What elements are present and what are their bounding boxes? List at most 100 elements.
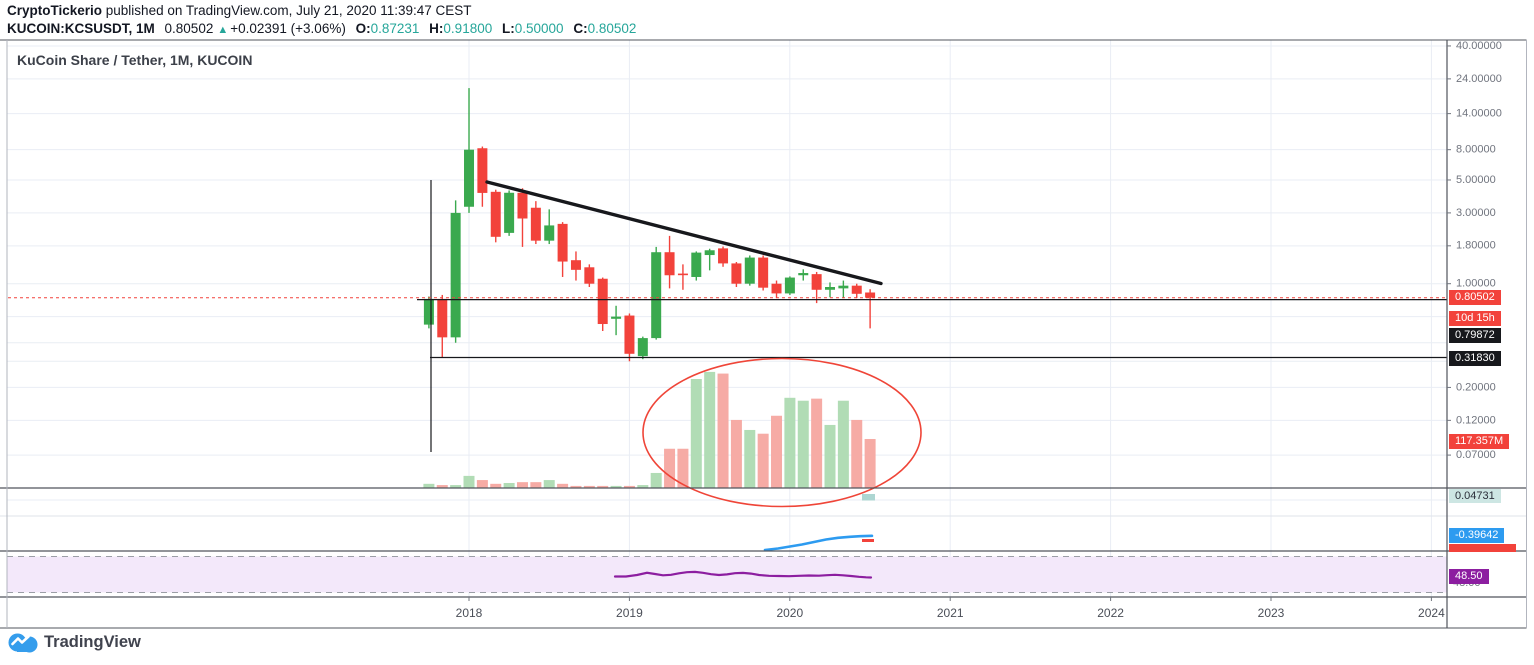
time-axis-label[interactable]: 2020 [776, 606, 803, 620]
time-axis-label[interactable]: 2021 [937, 606, 964, 620]
time-axis-label[interactable]: 2018 [456, 606, 483, 620]
time-axis-label[interactable]: 2022 [1097, 606, 1124, 620]
price-axis-label: 0.07000 [1456, 449, 1496, 461]
volume-bar [717, 373, 729, 488]
volume-bar [784, 397, 796, 488]
candle-body [570, 260, 581, 270]
volume-bar [423, 483, 435, 488]
candle-body [624, 315, 635, 354]
volume-bar [704, 371, 716, 488]
candle-body [584, 267, 595, 284]
price-axis-label: 0.20000 [1456, 381, 1496, 393]
publish-info: published on TradingView.com, July 21, 2… [102, 3, 472, 18]
close-label: C: [573, 21, 588, 36]
open-label: O: [355, 21, 371, 36]
time-axis-label[interactable]: 2023 [1258, 606, 1285, 620]
candle-body [865, 292, 876, 298]
close-value: 0.80502 [587, 21, 637, 36]
candle-body [651, 252, 662, 339]
volume-bar [516, 482, 528, 488]
ellipse-drawing[interactable] [642, 357, 922, 508]
price-axis-label: 3.00000 [1456, 207, 1496, 219]
candle-body [544, 225, 555, 241]
volume-value-badge: 117.357M [1449, 434, 1510, 449]
candle-body [758, 257, 769, 288]
volume-bar [650, 472, 662, 488]
publisher-name: CryptoTickerio [7, 3, 103, 18]
candle-body [517, 192, 528, 219]
price-axis-label: 8.00000 [1456, 144, 1496, 156]
volume-bar [637, 485, 649, 488]
pane3-indicator-line [763, 534, 874, 552]
hline1-price-badge: 0.79872 [1449, 328, 1501, 343]
volume-bar [610, 485, 622, 488]
candle-body [450, 212, 461, 338]
bar-countdown-badge: 10d 15h [1449, 311, 1501, 326]
volume-bar [824, 424, 836, 488]
volume-bar [690, 379, 702, 488]
price-axis-label: 1.80000 [1456, 240, 1496, 252]
candle-body [798, 273, 809, 276]
volume-bar [476, 480, 488, 488]
price-change: +0.02391 (+3.06%) [230, 21, 346, 36]
candle-body [825, 287, 835, 290]
candle-body [851, 285, 862, 294]
tradingview-logo[interactable]: TradingView [8, 631, 141, 653]
price-axis-label: 1.00000 [1456, 278, 1496, 290]
candle-body [731, 263, 742, 284]
candle-body [530, 207, 541, 241]
candle-body [437, 298, 448, 338]
volume-bar [436, 485, 448, 488]
price-axis-label: 5.00000 [1456, 174, 1496, 186]
volume-bar [664, 448, 676, 488]
candle-body [811, 274, 822, 290]
logo-text: TradingView [44, 632, 141, 651]
candle-body [423, 298, 434, 325]
candle-body [477, 148, 488, 193]
high-value: 0.91800 [443, 21, 493, 36]
symbol-ohlc-row: KUCOIN:KCSUSDT, 1M 0.80502 ▲ +0.02391 (+3.… [7, 21, 636, 36]
volume-bar [730, 419, 742, 488]
time-axis-label[interactable]: 2024 [1418, 606, 1445, 620]
candle-body [691, 252, 702, 277]
volume-bar [490, 483, 502, 488]
volume-bar [570, 485, 582, 488]
pane3-value-badge: -0.39642 [1449, 528, 1505, 543]
volume-bar [797, 400, 809, 488]
candle-body [464, 149, 475, 207]
pane4-indicator-line [613, 570, 873, 579]
volume-bar [583, 485, 595, 488]
candle-body [677, 273, 688, 276]
candle-body [771, 283, 782, 294]
volume-bar [757, 433, 769, 488]
volume-bar [677, 448, 689, 488]
candle-body [744, 257, 755, 284]
pane2-value-badge: 0.04731 [1449, 489, 1501, 503]
time-axis-label[interactable]: 2019 [616, 606, 643, 620]
candle-body [557, 223, 568, 262]
price-axis-label: 24.00000 [1456, 73, 1502, 85]
low-label: L: [502, 21, 515, 36]
last-price: 0.80502 [164, 21, 214, 36]
volume-bar [543, 480, 555, 488]
current-price-badge: 0.80502 [1449, 290, 1501, 305]
publish-byline: CryptoTickerio published on TradingView.… [7, 3, 472, 18]
volume-bar [811, 398, 823, 488]
price-axis-label: 40.00000 [1456, 40, 1502, 52]
price-axis-label: 14.00000 [1456, 108, 1502, 120]
price-axis-label: 0.12000 [1456, 414, 1496, 426]
candle-body [718, 248, 729, 264]
candle-body [784, 277, 795, 294]
hline2-price-badge: 0.31830 [1449, 351, 1501, 366]
volume-bar [744, 429, 756, 488]
volume-bar [837, 400, 849, 488]
volume-bar [851, 419, 863, 488]
trendline-drawing[interactable] [485, 180, 883, 286]
volume-bar [503, 482, 515, 488]
candle-body [637, 338, 648, 357]
up-arrow-icon: ▲ [217, 24, 229, 36]
pane3-indicator-marker [862, 539, 874, 542]
chart-watermark-title: KuCoin Share / Tether, 1M, KUCOIN [17, 52, 253, 68]
candle-body [490, 191, 501, 237]
